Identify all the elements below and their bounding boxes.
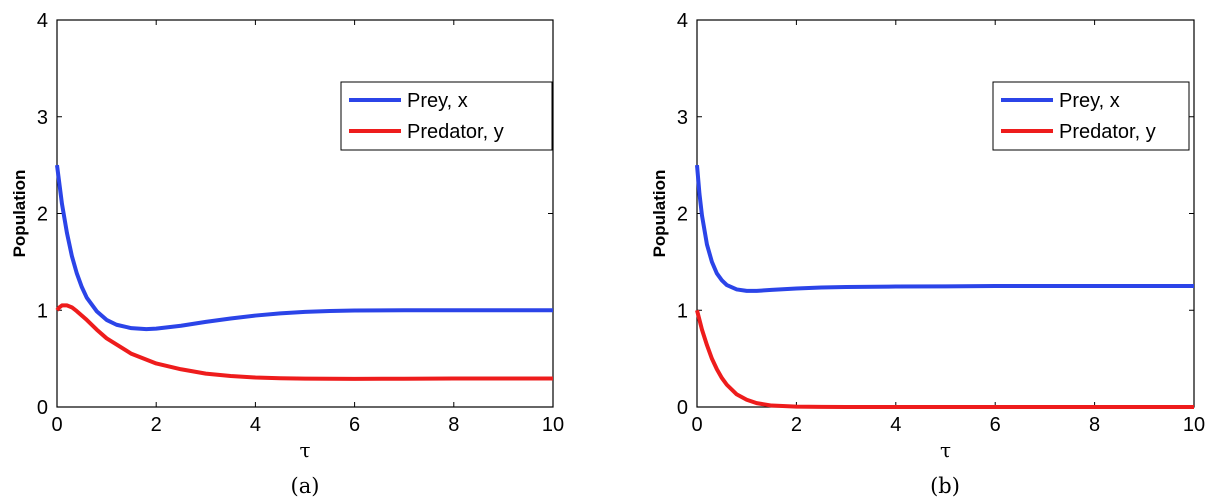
legend-label: Prey, x — [1059, 90, 1120, 112]
x-axis-label: τ — [299, 438, 310, 462]
series-line-prey — [695, 164, 1194, 293]
x-tick-label: 10 — [542, 414, 564, 436]
y-tick-label: 0 — [677, 397, 688, 419]
series-line-predator — [55, 303, 553, 381]
y-axis-label: Population — [10, 170, 29, 258]
x-tick-label: 8 — [1089, 414, 1100, 436]
y-tick-label: 1 — [37, 300, 48, 322]
legend-label: Prey, x — [407, 90, 468, 112]
legend-label: Predator, y — [1059, 121, 1156, 143]
x-tick-label: 8 — [448, 414, 459, 436]
legend-box — [340, 81, 553, 151]
chart-1: 0 2 4 6 8 10 0 1 2 3 4 τ Population (b) Prey, x Predato… — [650, 10, 1205, 498]
chart-caption: (b) — [930, 474, 960, 498]
series-line-predator — [695, 309, 1194, 409]
y-tick-label: 2 — [37, 204, 48, 226]
x-tick-label: 4 — [250, 414, 261, 436]
plot-frame — [56, 19, 554, 408]
x-tick-label: 0 — [51, 414, 62, 436]
x-tick-label: 2 — [151, 414, 162, 436]
chart-caption: (a) — [291, 474, 320, 498]
x-tick-label: 10 — [1183, 414, 1205, 436]
x-axis-label: τ — [940, 438, 951, 462]
y-axis-label: Population — [650, 170, 669, 258]
y-tick-label: 4 — [37, 10, 48, 32]
chart-0: 0 2 4 6 8 10 0 1 2 3 4 τ Population (a) Prey, x Predato… — [10, 10, 564, 498]
y-tick-label: 3 — [37, 107, 48, 129]
legend-label: Predator, y — [407, 121, 504, 143]
plot-frame — [696, 19, 1195, 408]
y-tick-label: 2 — [677, 204, 688, 226]
x-tick-label: 6 — [349, 414, 360, 436]
legend: Prey, x Predator, y — [340, 81, 553, 151]
y-tick-label: 4 — [677, 10, 688, 32]
x-tick-label: 6 — [990, 414, 1001, 436]
x-tick-label: 2 — [791, 414, 802, 436]
series-line-prey — [55, 164, 553, 332]
x-tick-label: 0 — [691, 414, 702, 436]
x-tick-label: 4 — [890, 414, 901, 436]
y-tick-label: 0 — [37, 397, 48, 419]
legend-box — [992, 81, 1190, 151]
y-tick-label: 1 — [677, 300, 688, 322]
y-tick-label: 3 — [677, 107, 688, 129]
legend: Prey, x Predator, y — [992, 81, 1190, 151]
